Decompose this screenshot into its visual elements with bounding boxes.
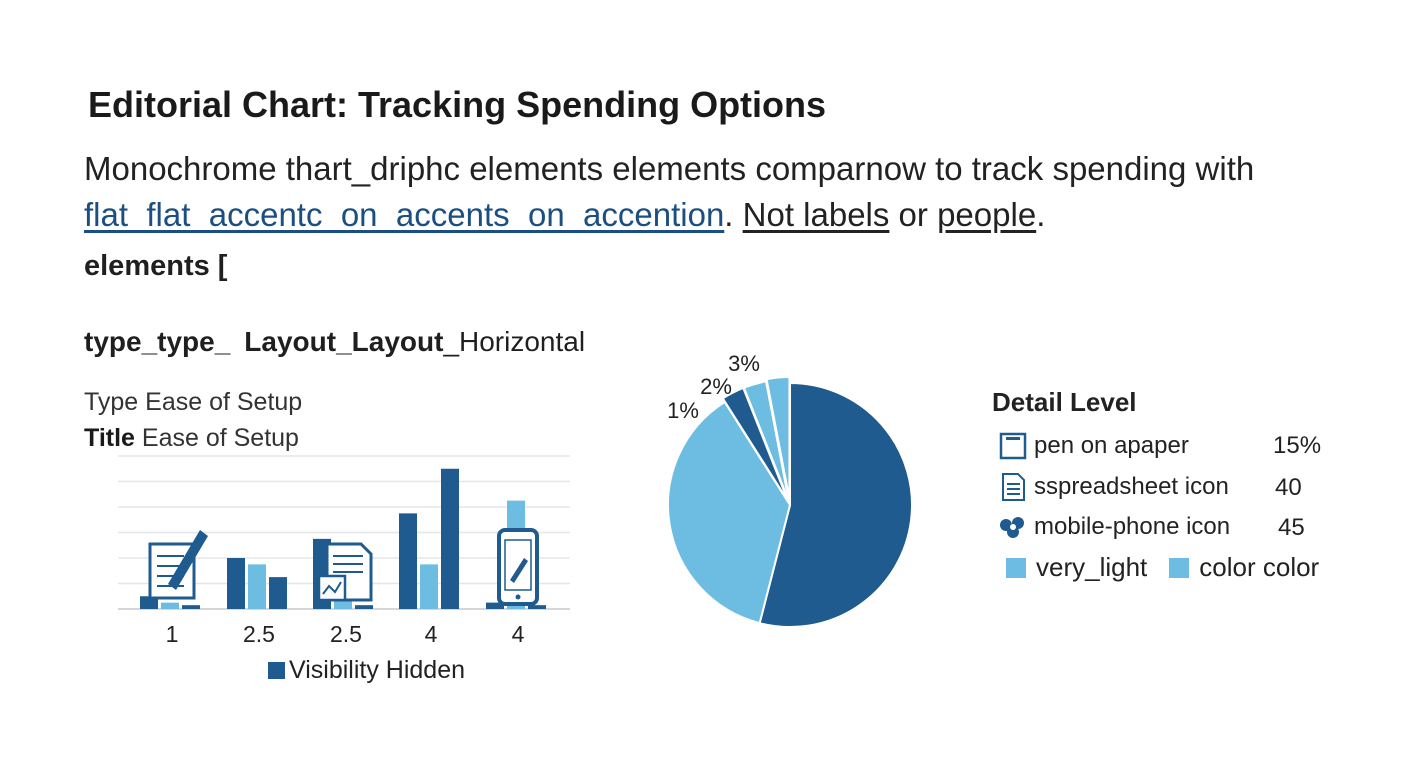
x-tick-label-1: 2.5 [243, 621, 275, 647]
bar-chart-icons [148, 528, 539, 606]
pie-slice-0 [758, 381, 913, 628]
bar-s1-c3 [420, 564, 438, 609]
accent-link[interactable]: flat_flat_accentc_on_accents_on_accentio… [84, 196, 725, 233]
legend-swatch-label-2: color color [1199, 552, 1320, 582]
pie-chart [667, 376, 913, 628]
elements-label: elements [ [84, 250, 228, 282]
x-tick-label-4: 4 [512, 621, 525, 647]
subtitle-line-2: flat_flat_accentc_on_accents_on_accentio… [84, 196, 1045, 234]
legend-value-mobile: 45 [1278, 514, 1305, 541]
spreadsheet-icon [317, 542, 373, 602]
subtitle-or: or [889, 196, 938, 233]
chart-title-label: Title [84, 424, 135, 452]
legend-item-pen: pen on apaper [998, 430, 1189, 462]
bar-chart-x-ticks: 1 2.5 2.5 4 4 [166, 621, 525, 647]
legend-item-spreadsheet: sspreadsheet icon [998, 471, 1229, 503]
spreadsheet-icon [1002, 473, 1025, 501]
bar-chart-legend: Visibility Hidden [268, 656, 465, 685]
bar-s0-c4 [486, 602, 504, 609]
bar-s0-c1 [227, 558, 245, 609]
legend-swatch-dark [268, 662, 285, 679]
legend-swatch-label-1: very_light [1036, 552, 1148, 582]
layout-label: Layout_Layout [244, 326, 444, 357]
subtitle-line-1: Monochrome thart_driphc elements element… [84, 150, 1255, 187]
legend-swatch-row: very_light color color [1006, 552, 1319, 583]
legend-value-pen: 15% [1273, 432, 1322, 459]
legend-swatch-color [1169, 557, 1190, 578]
chart-title-line: Title Ease of Setup [84, 424, 299, 453]
bar-s0-c3 [399, 513, 417, 609]
layout-value: _Horizontal [443, 326, 586, 357]
chart-title-value: Ease of Setup [141, 424, 299, 452]
subtitle-period-2: . [1036, 196, 1046, 233]
x-tick-label-3: 4 [425, 621, 438, 647]
legend-item-mobile: mobile-phone icon [998, 511, 1230, 543]
subtitle-period: . [724, 196, 734, 233]
mobile-phone-icon [1000, 517, 1024, 538]
bar-s1-c1 [248, 564, 266, 609]
chart-type-line: Type Ease of Setup [84, 388, 303, 416]
pie-label-3: 2% [700, 374, 732, 399]
legend-value-spreadsheet: 40 [1275, 474, 1302, 501]
pie-slice-4 [765, 376, 791, 500]
x-tick-label-2: 2.5 [330, 621, 362, 647]
pie-chart-labels: 1%2%3% [667, 351, 760, 423]
bar-s1-c0 [161, 602, 179, 609]
mobile-phone-icon [497, 528, 539, 606]
bar-s2-c3 [441, 468, 459, 609]
people-link[interactable]: people [937, 196, 1037, 233]
legend-label-spreadsheet: sspreadsheet icon [1034, 473, 1229, 500]
x-tick-label-0: 1 [166, 621, 179, 647]
pie-label-4: 3% [728, 351, 760, 376]
legend-title: Detail Level [992, 387, 1137, 417]
pen-on-paper-icon [148, 530, 208, 600]
type-layout-line: type_type_ Layout_Layout_Horizontal [84, 326, 585, 358]
type-label: type_type_ [84, 326, 231, 357]
legend-label-pen: pen on apaper [1034, 432, 1189, 459]
pen-on-paper-icon [999, 432, 1027, 460]
legend-swatch-very-light [1006, 557, 1026, 578]
bar-s2-c2 [355, 605, 373, 609]
bar-legend-label: Visibility Hidden [289, 656, 466, 684]
legend-label-mobile: mobile-phone icon [1034, 513, 1231, 540]
not-labels-link[interactable]: Not labels [742, 196, 890, 233]
page-title: Editorial Chart: Tracking Spending Optio… [88, 84, 827, 125]
bar-s2-c1 [269, 577, 287, 609]
bar-s2-c0 [182, 605, 200, 609]
pie-label-2: 1% [667, 398, 699, 423]
bar-s2-c4 [528, 605, 546, 609]
